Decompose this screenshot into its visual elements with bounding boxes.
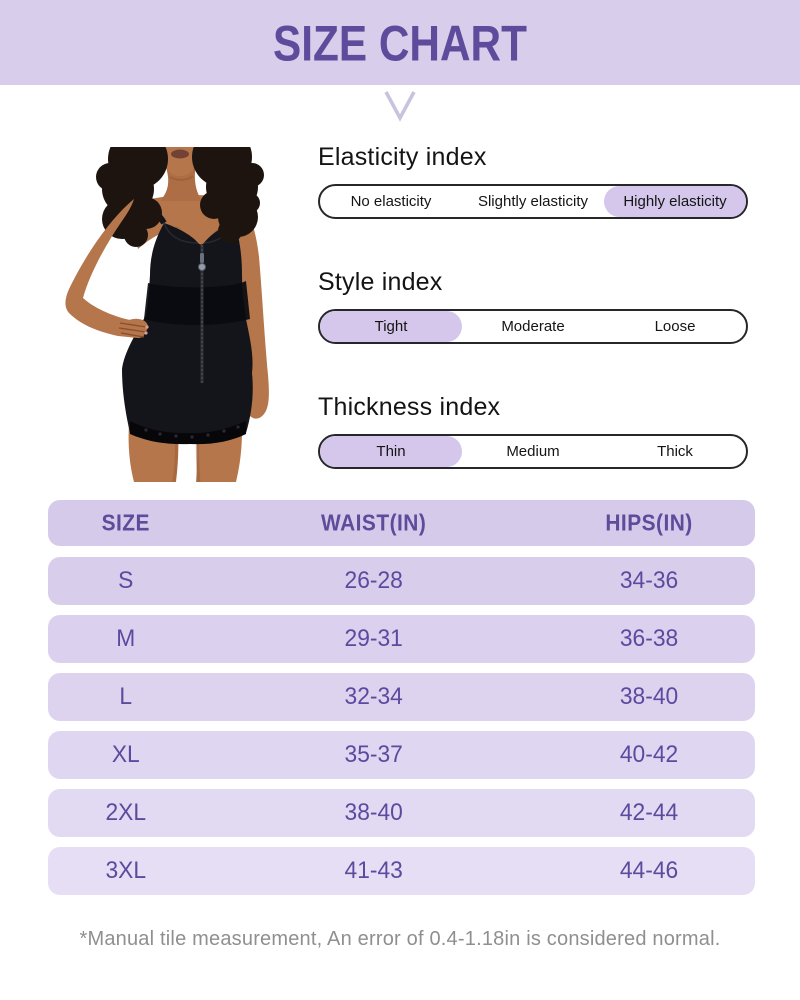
model-photo (65, 147, 269, 482)
chevron-down-icon (384, 91, 416, 122)
cell-waist: 32-34 (344, 682, 403, 711)
chevron-wrap (0, 88, 800, 127)
pill-option-thick[interactable]: Thick (657, 443, 693, 460)
pill-option-moderate[interactable]: Moderate (501, 318, 565, 335)
column-header-hips: HIPS(IN) (605, 509, 693, 536)
pill-bar-style: Tight Moderate Loose (318, 309, 748, 344)
size-table: SIZE WAIST(IN) HIPS(IN) S 26-28 34-36 M … (48, 500, 755, 905)
index-heading-thickness: Thickness index (318, 393, 501, 421)
cell-hips: 34-36 (619, 566, 679, 595)
cell-size: 3XL (105, 856, 147, 885)
cell-size: M (116, 624, 136, 653)
cell-waist: 38-40 (344, 798, 403, 827)
table-row-s: S 26-28 34-36 (48, 557, 755, 605)
column-header-size: SIZE (101, 509, 150, 536)
pill-option-highly-elasticity[interactable]: Highly elasticity (604, 186, 746, 217)
cell-waist: 29-31 (344, 624, 403, 653)
cell-hips: 42-44 (619, 798, 679, 827)
cell-size: L (119, 682, 133, 711)
pill-option-thin[interactable]: Thin (320, 436, 462, 467)
cell-waist: 26-28 (344, 566, 403, 595)
cell-size: 2XL (105, 798, 147, 827)
index-group-style: Style index Tight Moderate Loose (318, 265, 748, 344)
index-group-thickness: Thickness index Thin Medium Thick (318, 390, 748, 469)
index-heading-style: Style index (318, 268, 443, 296)
pill-bar-elasticity: No elasticity Slightly elasticity Highly… (318, 184, 748, 219)
index-heading-elasticity: Elasticity index (318, 143, 487, 171)
cell-waist: 35-37 (344, 740, 403, 769)
page-title: SIZE CHART (273, 14, 527, 71)
cell-hips: 36-38 (619, 624, 679, 653)
table-header-row: SIZE WAIST(IN) HIPS(IN) (48, 500, 755, 546)
pill-option-loose[interactable]: Loose (654, 318, 696, 335)
pill-option-tight[interactable]: Tight (320, 311, 462, 342)
table-row-m: M 29-31 36-38 (48, 615, 755, 663)
index-group-elasticity: Elasticity index No elasticity Slightly … (318, 140, 748, 219)
banner: SIZE CHART (0, 0, 800, 85)
table-row-2xl: 2XL 38-40 42-44 (48, 789, 755, 837)
cell-hips: 44-46 (619, 856, 679, 885)
table-row-l: L 32-34 38-40 (48, 673, 755, 721)
column-header-waist: WAIST(IN) (320, 509, 426, 536)
cell-hips: 38-40 (619, 682, 679, 711)
footnote: *Manual tile measurement, An error of 0.… (79, 928, 721, 950)
pill-option-no-elasticity[interactable]: No elasticity (350, 193, 432, 210)
cell-waist: 41-43 (344, 856, 403, 885)
cell-hips: 40-42 (619, 740, 679, 769)
pill-option-slightly-elasticity[interactable]: Slightly elasticity (477, 193, 589, 210)
cell-size: XL (111, 740, 140, 769)
pill-bar-thickness: Thin Medium Thick (318, 434, 748, 469)
pill-option-medium[interactable]: Medium (506, 443, 560, 460)
cell-size: S (118, 566, 134, 595)
table-row-3xl: 3XL 41-43 44-46 (48, 847, 755, 895)
index-column: Elasticity index No elasticity Slightly … (318, 140, 748, 515)
table-row-xl: XL 35-37 40-42 (48, 731, 755, 779)
